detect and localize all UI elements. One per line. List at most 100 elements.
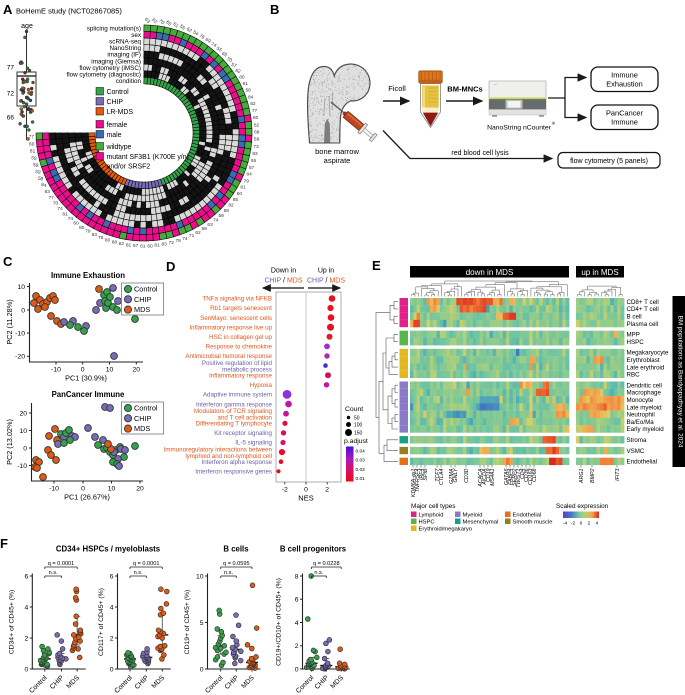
svg-text:Lymphoid: Lymphoid [419, 512, 444, 518]
svg-text:TNFRSF4: TNFRSF4 [415, 468, 421, 492]
svg-text:Early myeloid: Early myeloid [627, 426, 665, 433]
svg-text:CHIP: CHIP [107, 99, 124, 106]
svg-text:67: 67 [133, 243, 139, 249]
svg-text:6: 6 [110, 573, 114, 580]
svg-text:58: 58 [202, 226, 208, 232]
svg-text:and/or SRSF2: and/or SRSF2 [107, 164, 151, 171]
svg-text:80: 80 [79, 225, 85, 231]
svg-text:83: 83 [252, 151, 258, 157]
svg-text:72: 72 [7, 90, 15, 97]
svg-text:65: 65 [164, 19, 172, 27]
svg-text:flow cytometry (5 panels): flow cytometry (5 panels) [570, 158, 648, 165]
svg-text:-10: -10 [17, 463, 27, 470]
svg-text:70: 70 [226, 56, 234, 64]
svg-text:2: 2 [325, 487, 329, 494]
svg-text:60: 60 [237, 191, 243, 197]
svg-text:82: 82 [250, 101, 256, 107]
svg-text:F: F [0, 536, 8, 551]
svg-text:PC1 (30.9%): PC1 (30.9%) [65, 374, 107, 383]
svg-text:Control: Control [113, 674, 134, 695]
svg-text:Mesenchymal: Mesenchymal [463, 519, 499, 525]
svg-text:59: 59 [31, 155, 37, 162]
svg-text:red blood cell lysis: red blood cell lysis [451, 150, 509, 157]
svg-text:61: 61 [243, 81, 249, 87]
svg-text:74: 74 [68, 216, 74, 222]
svg-text:Inflammatory response live up: Inflammatory response live up [189, 324, 272, 331]
svg-text:BM-MNCs: BM-MNCs [447, 85, 482, 94]
svg-text:CTLA4: CTLA4 [439, 468, 445, 485]
svg-text:-20: -20 [15, 354, 25, 361]
svg-text:10: 10 [108, 486, 116, 493]
svg-text:20: 20 [19, 410, 27, 417]
svg-text:0.03: 0.03 [356, 458, 366, 464]
svg-text:57: 57 [249, 165, 255, 171]
svg-text:FABP4: FABP4 [508, 468, 514, 484]
svg-text:Antimicrobial humoral response: Antimicrobial humoral response [185, 353, 272, 360]
svg-text:-10: -10 [51, 367, 61, 374]
svg-text:GZMA: GZMA [449, 468, 455, 484]
svg-text:Dendritic cell: Dendritic cell [627, 382, 662, 389]
svg-text:0.04: 0.04 [356, 448, 366, 454]
svg-text:81: 81 [154, 243, 160, 249]
svg-text:CD163: CD163 [528, 468, 534, 485]
svg-text:10: 10 [17, 284, 25, 291]
svg-text:flow cytometry (iMSC): flow cytometry (iMSC) [79, 65, 141, 72]
svg-text:Stroma: Stroma [627, 437, 648, 444]
svg-text:62: 62 [150, 17, 158, 25]
svg-text:flow cytometry (diagnostic): flow cytometry (diagnostic) [66, 71, 141, 78]
svg-text:®: ® [552, 120, 556, 126]
svg-text:63: 63 [207, 222, 213, 228]
svg-text:55: 55 [178, 24, 186, 32]
svg-text:LR-MDS: LR-MDS [107, 109, 134, 116]
svg-text:81: 81 [240, 185, 246, 191]
svg-text:Down in: Down in [271, 268, 296, 275]
svg-text:10: 10 [19, 428, 27, 435]
svg-text:0: 0 [21, 307, 25, 314]
svg-text:Response to chemokine: Response to chemokine [206, 344, 273, 351]
svg-text:6: 6 [295, 597, 299, 604]
svg-text:n.s.: n.s. [314, 570, 323, 576]
svg-text:q = 0.0595: q = 0.0595 [223, 561, 250, 567]
svg-text:62: 62 [195, 230, 201, 236]
svg-text:55: 55 [251, 158, 257, 164]
svg-text:Immune: Immune [611, 118, 638, 127]
svg-text:82: 82 [254, 122, 260, 128]
svg-text:CD19+/CD10+ of CD45+ (%): CD19+/CD10+ of CD45+ (%) [276, 578, 283, 666]
svg-text:IL-5 signaling: IL-5 signaling [235, 440, 272, 447]
svg-text:65: 65 [221, 51, 229, 59]
svg-text:B cell progenitors: B cell progenitors [280, 545, 347, 554]
svg-text:B cells: B cells [223, 545, 249, 554]
svg-text:72: 72 [169, 240, 175, 246]
svg-text:79: 79 [85, 229, 91, 235]
svg-text:CHIP: CHIP [134, 295, 152, 304]
svg-text:Count: Count [345, 406, 363, 413]
svg-text:n.s.: n.s. [224, 570, 233, 576]
svg-text:69: 69 [204, 37, 212, 45]
svg-text:66: 66 [7, 114, 15, 121]
svg-text:TCF7: TCF7 [435, 467, 441, 481]
svg-text:Plasma cell: Plasma cell [627, 321, 659, 328]
svg-text:60: 60 [253, 115, 259, 121]
svg-text:Differentiating T lymphocyte: Differentiating T lymphocyte [196, 421, 273, 428]
svg-text:84: 84 [248, 94, 254, 100]
svg-text:CD3D: CD3D [464, 468, 470, 483]
svg-text:metabolic process: metabolic process [222, 366, 272, 373]
svg-text:0: 0 [304, 487, 308, 494]
svg-text:VSMC: VSMC [627, 448, 645, 455]
svg-text:-2: -2 [282, 487, 288, 494]
svg-text:2: 2 [110, 635, 114, 642]
svg-text:Major cell types: Major cell types [411, 503, 455, 510]
svg-text:61: 61 [140, 244, 146, 250]
svg-text:HSPC: HSPC [627, 339, 645, 346]
svg-text:Erythroid/megakaryo: Erythroid/megakaryo [419, 526, 472, 532]
svg-text:bone marrow: bone marrow [315, 147, 359, 156]
svg-text:83: 83 [92, 232, 98, 238]
svg-text:TWIST1: TWIST1 [516, 468, 522, 487]
svg-text:Immune Exhaustion: Immune Exhaustion [51, 271, 125, 280]
svg-text:77: 77 [29, 134, 35, 140]
svg-text:Endothelial: Endothelial [513, 512, 542, 518]
svg-text:Control: Control [28, 674, 49, 695]
svg-text:0: 0 [81, 486, 85, 493]
svg-text:CHIP: CHIP [224, 674, 241, 691]
svg-text:Up in: Up in [318, 268, 334, 275]
